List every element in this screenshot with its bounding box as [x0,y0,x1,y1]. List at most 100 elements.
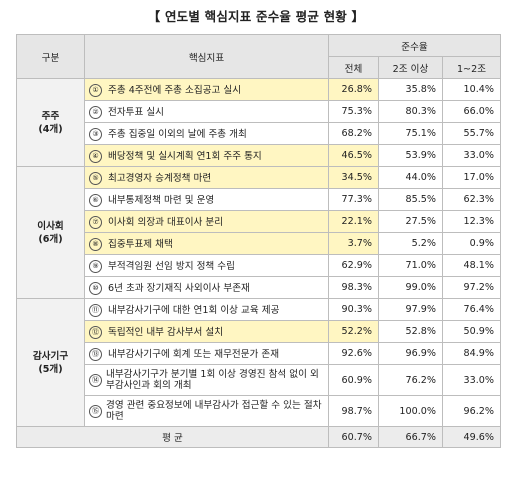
table-row: ⑮ 경영 관련 중요정보에 내부감사가 접근할 수 있는 절차 마련 98.7% 10… [17,395,501,427]
indicator-number: ⑧ [89,237,102,251]
indicator-number: ③ [89,127,102,141]
indicator-cell: ⑦ 이사회 의장과 대표이사 분리 [84,210,329,233]
header-compliance: 준수율 [328,34,501,57]
rate-mid: 17.0% [442,166,501,189]
indicator-cell: ⑧ 집중투표제 채택 [84,232,329,255]
rate-over2: 27.5% [378,210,443,233]
rate-over2: 97.9% [378,298,443,321]
category-name: 감사기구 [32,350,69,362]
rate-over2: 76.2% [378,364,443,396]
rate-mid: 76.4% [442,298,501,321]
table-row: ② 전자투표 실시 75.3% 80.3% 66.0% [17,100,501,123]
indicator-cell: ⑩ 6년 초과 장기재직 사외이사 부존재 [84,276,329,299]
rate-over2: 96.9% [378,342,443,365]
table-row: ⑭ 내부감사기구가 분기별 1회 이상 경영진 참석 없이 외부감사인과 회의 개… [17,364,501,396]
indicator-number: ② [89,105,102,119]
indicator-text: 6년 초과 장기재직 사외이사 부존재 [108,283,250,295]
rate-mid: 48.1% [442,254,501,277]
indicator-cell: ⑮ 경영 관련 중요정보에 내부감사가 접근할 수 있는 절차 마련 [84,395,329,427]
rate-mid: 55.7% [442,122,501,145]
rate-over2: 44.0% [378,166,443,189]
average-all: 60.7% [328,426,379,448]
header-all: 전체 [328,56,379,79]
header-over2: 2조 이상 [378,56,443,79]
indicator-number: ① [89,83,102,97]
rate-over2: 75.1% [378,122,443,145]
indicator-number: ⑭ [89,374,102,387]
rate-over2: 35.8% [378,78,443,101]
rate-over2: 85.5% [378,188,443,211]
rate-over2: 71.0% [378,254,443,277]
rate-all: 22.1% [328,210,379,233]
rate-mid: 10.4% [442,78,501,101]
table-row: ⑬ 내부감사기구에 회계 또는 재무전문가 존재 92.6% 96.9% 84.9% [17,342,501,365]
indicator-number: ⑪ [89,303,102,317]
indicator-text: 경영 관련 중요정보에 내부감사가 접근할 수 있는 절차 마련 [106,400,322,422]
indicator-text: 주총 4주전에 주총 소집공고 실시 [108,85,242,97]
table-row: ④ 배당정책 및 실시계획 연1회 주주 통지 46.5% 53.9% 33.0% [17,144,501,167]
indicator-text: 독립적인 내부 감사부서 설치 [108,327,224,339]
indicator-text: 주총 집중일 이외의 날에 주총 개최 [108,129,247,141]
category-name: 이사회 [37,220,64,232]
category-count: (5개) [38,363,63,375]
rate-all: 3.7% [328,232,379,255]
rate-all: 52.2% [328,320,379,343]
indicator-cell: ① 주총 4주전에 주총 소집공고 실시 [84,78,329,101]
indicator-number: ⑦ [89,215,102,229]
rate-mid: 12.3% [442,210,501,233]
average-mid: 49.6% [442,426,501,448]
rate-over2: 80.3% [378,100,443,123]
indicator-text: 내부감사기구가 분기별 1회 이상 경영진 참석 없이 외부감사인과 회의 개최 [106,369,319,391]
table-row: ⑩ 6년 초과 장기재직 사외이사 부존재 98.3% 99.0% 97.2% [17,276,501,299]
rate-all: 62.9% [328,254,379,277]
rate-all: 98.3% [328,276,379,299]
indicator-cell: ⑭ 내부감사기구가 분기별 1회 이상 경영진 참석 없이 외부감사인과 회의 개… [84,364,329,396]
indicator-number: ⑩ [89,281,102,295]
category-cell: 이사회 (6개) [16,166,85,299]
header-category: 구분 [16,34,85,79]
rate-mid: 96.2% [442,395,501,427]
indicator-number: ⑥ [89,193,102,207]
indicator-number: ⑮ [89,405,102,418]
indicator-number: ⑫ [89,325,102,339]
rate-over2: 99.0% [378,276,443,299]
rate-over2: 52.8% [378,320,443,343]
rate-over2: 5.2% [378,232,443,255]
table-row: 감사기구 (5개) ⑪ 내부감사기구에 대한 연1회 이상 교육 제공 90.3% 97.… [16,298,501,427]
category-name: 주주 [41,110,60,122]
indicator-text: 배당정책 및 실시계획 연1회 주주 통지 [108,151,262,163]
rate-all: 34.5% [328,166,379,189]
rate-all: 90.3% [328,298,379,321]
table-row: ⑫ 독립적인 내부 감사부서 설치 52.2% 52.8% 50.9% [17,320,501,343]
category-cell: 감사기구 (5개) [16,298,85,427]
rate-mid: 33.0% [442,364,501,396]
header-indicator: 핵심지표 [84,34,329,79]
table-row: ⑥ 내부통제정책 마련 및 운영 77.3% 85.5% 62.3% [17,188,501,211]
rate-all: 68.2% [328,122,379,145]
rate-mid: 66.0% [442,100,501,123]
rate-mid: 62.3% [442,188,501,211]
table-row: ③ 주총 집중일 이외의 날에 주총 개최 68.2% 75.1% 55.7% [17,122,501,145]
rate-over2: 53.9% [378,144,443,167]
indicator-number: ⑤ [89,171,102,185]
rate-all: 26.8% [328,78,379,101]
indicator-text: 내부통제정책 마련 및 운영 [108,195,215,207]
indicator-cell: ⑥ 내부통제정책 마련 및 운영 [84,188,329,211]
rate-mid: 0.9% [442,232,501,255]
indicator-number: ⑬ [89,347,102,361]
indicator-text: 내부감사기구에 대한 연1회 이상 교육 제공 [108,305,280,317]
rate-mid: 50.9% [442,320,501,343]
indicator-cell: ⑤ 최고경영자 승계정책 마련 [84,166,329,189]
indicator-number: ⑨ [89,259,102,273]
indicator-cell: ② 전자투표 실시 [84,100,329,123]
rate-mid: 84.9% [442,342,501,365]
rate-mid: 97.2% [442,276,501,299]
indicator-number: ④ [89,149,102,163]
category-cell: 주주 (4개) [16,78,85,167]
rate-all: 92.6% [328,342,379,365]
indicator-cell: ⑪ 내부감사기구에 대한 연1회 이상 교육 제공 [84,298,329,321]
rate-all: 46.5% [328,144,379,167]
indicator-cell: ⑬ 내부감사기구에 회계 또는 재무전문가 존재 [84,342,329,365]
table-row: ⑧ 집중투표제 채택 3.7% 5.2% 0.9% [17,232,501,255]
rate-mid: 33.0% [442,144,501,167]
